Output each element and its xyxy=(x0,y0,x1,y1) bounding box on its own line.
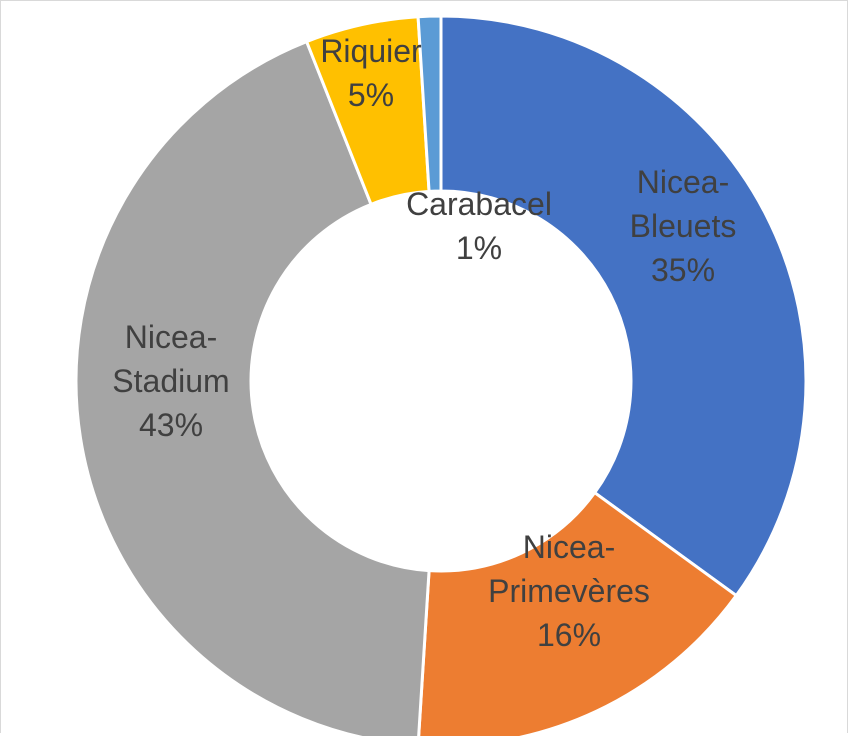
slice-nicea-stadium xyxy=(74,39,431,736)
slice-label-nicea-primev-res: Nicea-Primevères 16% xyxy=(488,529,650,653)
slice-label-carabacel: Carabacel 1% xyxy=(406,186,552,266)
slice-label-nicea-stadium: Nicea-Stadium 43% xyxy=(112,319,229,443)
slice-label-nicea-bleuets: Nicea-Bleuets 35% xyxy=(630,164,737,288)
donut-slices xyxy=(74,14,808,736)
slice-nicea-primev-res xyxy=(417,490,739,736)
slice-nicea-bleuets xyxy=(439,14,808,598)
donut-labels: Nicea-Bleuets 35% Nicea-Primevères 16% Nicea… xyxy=(112,33,736,653)
slice-label-riquier: Riquier 5% xyxy=(320,33,422,113)
slice-carabacel xyxy=(416,14,443,193)
